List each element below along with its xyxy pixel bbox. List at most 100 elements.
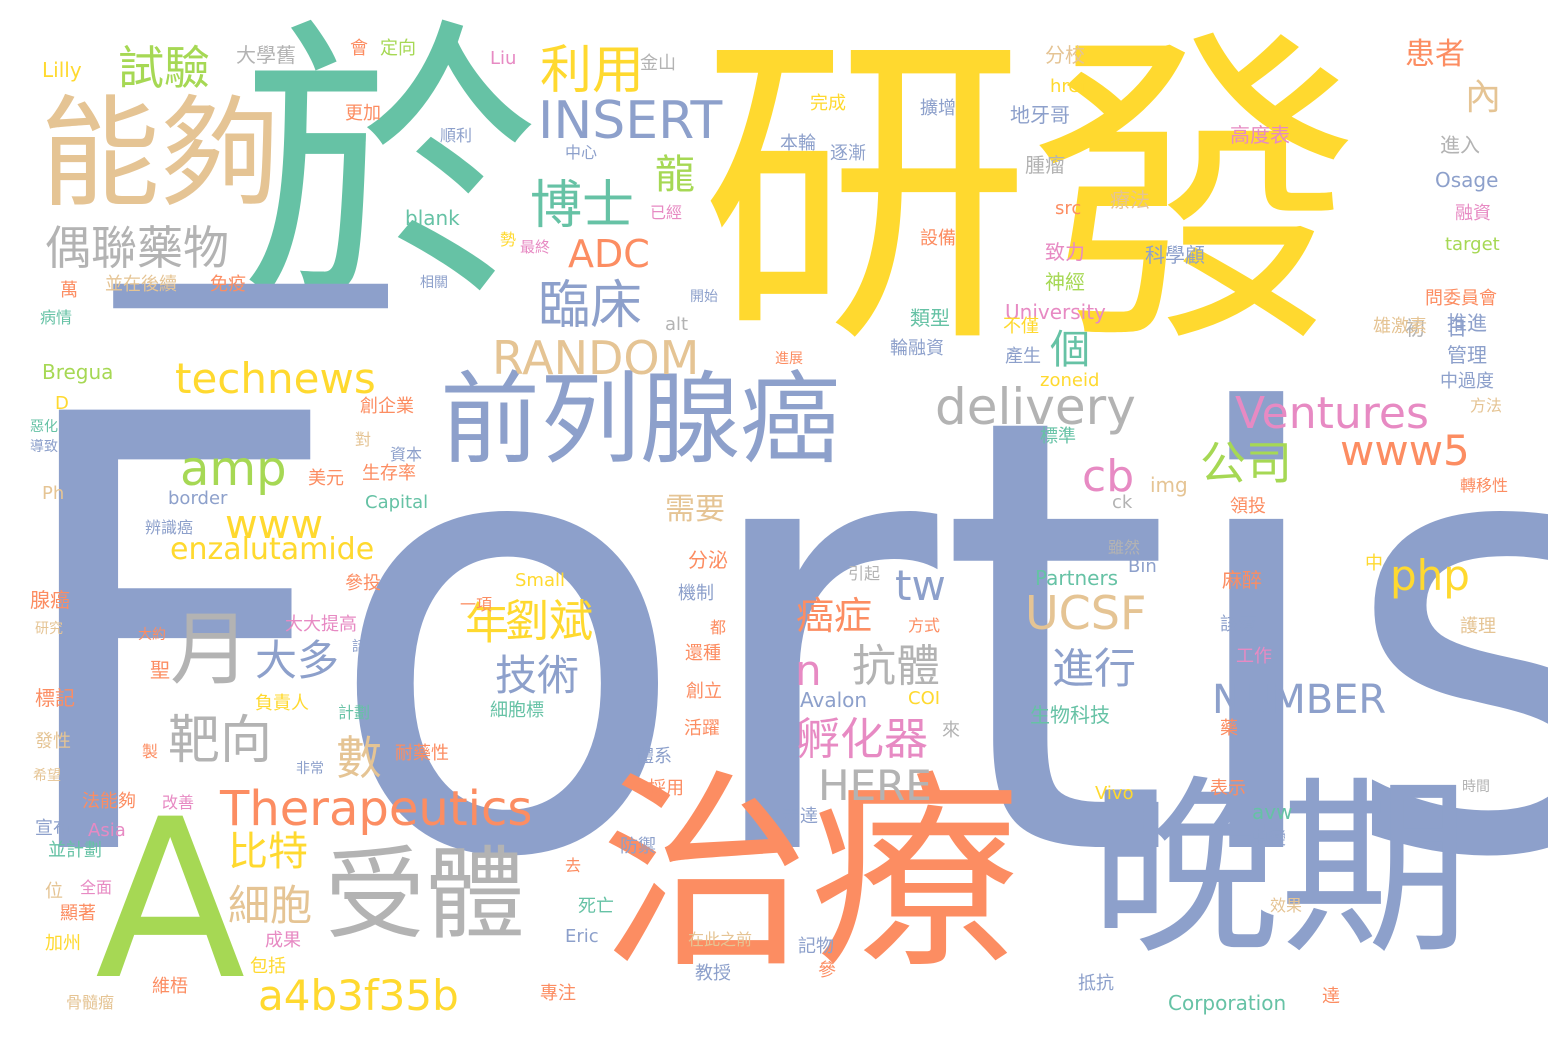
word-alt-97: alt <box>665 314 689 335</box>
word-cjk-90: 神經 <box>1045 270 1085 294</box>
word-cjk-167: 法能夠 <box>82 791 136 812</box>
word-cjk-109: 方法 <box>1470 396 1503 415</box>
word-cjk-25: 試驗 <box>118 41 210 95</box>
word-cjk-71: 腫瘤 <box>1025 153 1065 177</box>
word-cjk-56: 定向 <box>380 38 416 59</box>
word-ucsf-31: UCSF <box>1025 586 1147 640</box>
word-cjk-7: 一 <box>100 135 400 484</box>
word-small-127: Small <box>515 570 565 591</box>
word-cjk-102: 產生 <box>1005 346 1041 367</box>
word-random-15: RANDOM <box>492 331 700 385</box>
word-cjk-46: 癌症 <box>796 594 873 638</box>
word-cjk-192: 維梧 <box>152 976 188 997</box>
word-delivery-19: delivery <box>935 378 1136 436</box>
word-cjk-51: 患者 <box>1405 37 1465 72</box>
word-cjk-61: 地牙哥 <box>1010 103 1070 127</box>
word-insert-12: INSERT <box>538 91 723 151</box>
word-cjk-136: 一項 <box>460 595 493 614</box>
word-php-30: php <box>1390 551 1470 600</box>
word-cjk-4: 晚期 <box>1090 759 1471 980</box>
word-cjk-193: 抵抗 <box>1078 973 1114 994</box>
word-cjk-116: 生存率 <box>362 463 416 484</box>
word-cjk-43: 細胞 <box>228 881 313 930</box>
word-cjk-9: 前列腺癌 <box>440 361 840 478</box>
word-cjk-50: 個 <box>1050 327 1090 373</box>
word-cjk-178: 去 <box>565 856 582 875</box>
word-cjk-28: 公司 <box>1200 436 1292 490</box>
word-cjk-133: 引起 <box>848 564 881 583</box>
word-therapeutics-21: Therapeutics <box>220 781 533 837</box>
word-cjk-124: 辨識癌 <box>145 518 194 537</box>
word-cjk-2: 於 <box>240 0 540 344</box>
word-cjk-108: 創企業 <box>360 396 414 417</box>
word-cjk-110: 惡化 <box>30 419 58 435</box>
word-cjk-81: 致力 <box>1045 240 1085 264</box>
word-corporation-196: Corporation <box>1168 991 1287 1015</box>
word-vivo-170: Vivo <box>1095 783 1134 804</box>
word-cjk-70: 進入 <box>1440 133 1480 157</box>
word-cjk-99: 推進 <box>1447 311 1487 335</box>
word-cjk-67: 逐漸 <box>830 143 866 164</box>
word-cjk-149: 負責人 <box>255 693 309 714</box>
word-amp-17: amp <box>180 441 287 497</box>
word-target-83: target <box>1445 234 1500 255</box>
word-cjk-45: 進行 <box>1052 644 1137 693</box>
word-cjk-87: 萬 <box>60 280 78 301</box>
word-cjk-180: 全面 <box>80 878 113 897</box>
word-cjk-158: 活躍 <box>684 718 720 739</box>
word-cjk-156: 藥 <box>1220 718 1238 739</box>
word-cjk-39: 技術 <box>495 651 580 700</box>
word-cjk-168: 改善 <box>162 793 195 812</box>
word-cjk-44: 孵化器 <box>796 714 928 765</box>
word-cjk-10: 月 <box>170 603 250 696</box>
word-cjk-143: 大約 <box>138 627 166 643</box>
word-cjk-101: 輪融資 <box>890 338 944 359</box>
word-cjk-86: 相關 <box>420 275 448 291</box>
word-n-36: n <box>795 646 822 695</box>
word-cjk-138: 大大提高 <box>285 614 357 635</box>
word-cjk-132: 腺癌 <box>30 588 70 612</box>
word-cjk-166: 時間 <box>1462 779 1490 795</box>
word-cjk-175: 並計劃 <box>48 840 102 861</box>
word-cjk-161: 製 <box>142 742 159 761</box>
word-cjk-59: 分校 <box>1045 43 1085 67</box>
word-cjk-142: 護理 <box>1460 616 1496 637</box>
word-www5-29: www5 <box>1340 426 1470 475</box>
word-cjk-49: 需要 <box>665 492 725 527</box>
word-cjk-80: 最終 <box>520 238 551 256</box>
word-tw-35: tw <box>895 561 946 610</box>
word-cjk-63: 完成 <box>810 93 846 114</box>
word-ph-119: Ph <box>42 483 65 504</box>
word-ventures-20: Ventures <box>1235 388 1429 439</box>
word-adc-26: ADC <box>568 232 650 276</box>
word-cjk-64: 更加 <box>345 103 381 124</box>
word-cjk-128: 參投 <box>345 573 381 594</box>
word-cjk-177: 中變 <box>1250 828 1286 849</box>
word-cjk-195: 專注 <box>540 983 576 1004</box>
word-cjk-144: 話 <box>352 639 366 655</box>
word-blank-74: blank <box>405 206 460 230</box>
word-cjk-159: 來 <box>942 720 960 741</box>
word-cjk-148: 標記 <box>35 686 75 710</box>
word-cjk-47: 年 <box>457 600 508 644</box>
word-cjk-42: 比特 <box>228 829 308 875</box>
word-cjk-146: 還種 <box>685 643 721 664</box>
word-cjk-162: 非常 <box>296 761 324 777</box>
word-cjk-3: 治療 <box>600 752 1021 997</box>
word-cjk-14: 臨床 <box>538 276 643 336</box>
word-cjk-154: 細胞標 <box>490 700 544 721</box>
word-cjk-104: 進展 <box>775 351 803 367</box>
word-avalon-151: Avalon <box>800 688 868 712</box>
word-eric-185: Eric <box>565 926 599 947</box>
word-cjk-77: 療法 <box>1110 188 1150 212</box>
word-cjk-55: 會 <box>350 38 368 59</box>
word-cjk-85: 免疫 <box>210 274 246 295</box>
word-cjk-91: 問委員會 <box>1425 288 1497 309</box>
word-avw-171: avw <box>1252 800 1293 824</box>
word-a-5: A <box>95 772 246 1028</box>
word-cjk-94: 日 <box>1447 316 1467 340</box>
word-cjk-150: 創立 <box>686 681 722 702</box>
word-cjk-113: 對 <box>355 430 372 449</box>
word-cjk-164: 體系 <box>636 746 672 767</box>
word-cb-34: cb <box>1082 451 1135 502</box>
